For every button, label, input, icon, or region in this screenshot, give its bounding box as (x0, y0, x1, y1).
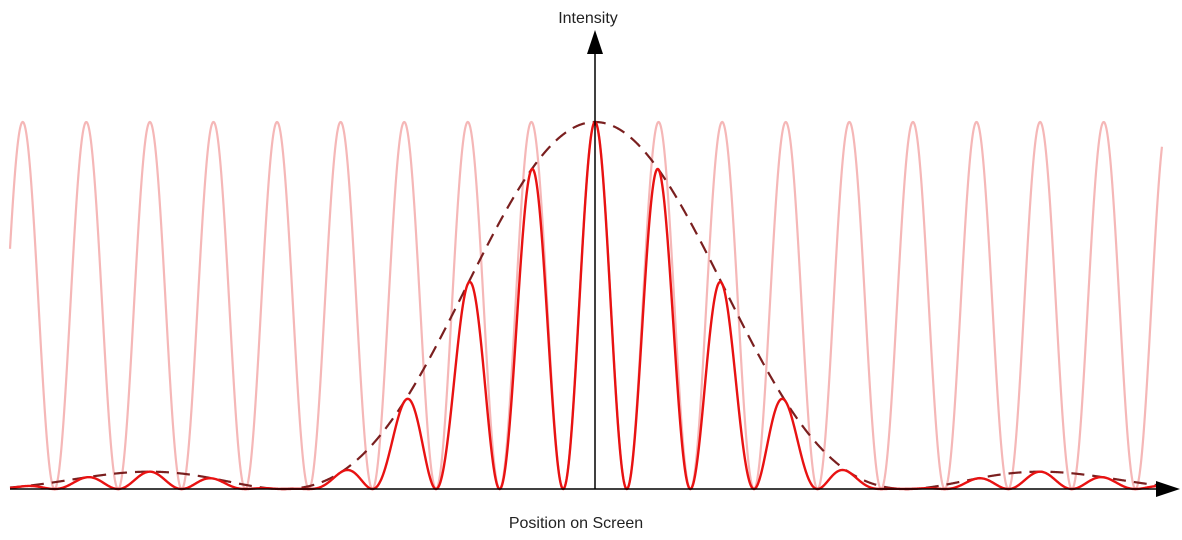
x-axis-label: Position on Screen (509, 515, 643, 532)
x-axis-arrowhead (1156, 481, 1180, 497)
y-axis-arrowhead (587, 30, 603, 54)
plot-curves (8, 120, 1164, 491)
y-axis-label: Intensity (558, 10, 618, 27)
axes (10, 30, 1180, 497)
combined-intensity-curve (9, 120, 1162, 491)
